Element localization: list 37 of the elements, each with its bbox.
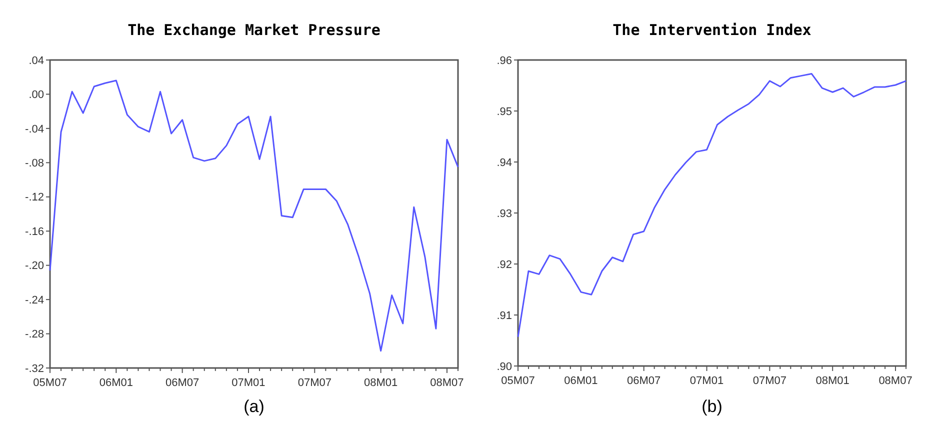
y-tick-label: .90	[496, 360, 512, 373]
x-tick-label: 06M07	[166, 377, 200, 389]
x-tick-label: 07M07	[298, 377, 332, 389]
y-tick-label: .96	[496, 54, 512, 67]
y-tick-label: .91	[496, 310, 512, 322]
y-tick-label: -.16	[25, 226, 44, 238]
x-tick-label: 08M07	[430, 377, 464, 389]
x-tick-label: 07M01	[232, 377, 266, 389]
y-tick-label: .95	[496, 106, 512, 118]
x-tick-label: 06M07	[627, 375, 661, 387]
x-tick-label: 08M01	[364, 377, 398, 389]
y-tick-label: .92	[496, 258, 512, 271]
x-tick-label: 05M07	[501, 375, 535, 387]
y-tick-label: .93	[496, 208, 512, 220]
x-tick-label: 07M01	[690, 375, 724, 387]
y-tick-label: -.32	[25, 362, 44, 375]
y-tick-label: -.24	[25, 294, 44, 306]
y-tick-label: -.08	[25, 158, 44, 170]
y-tick-label: -.04	[25, 123, 44, 136]
y-tick-label: .00	[28, 89, 44, 102]
y-tick-label: -.12	[25, 192, 44, 204]
text: (b)	[702, 397, 722, 416]
x-tick-label: 08M07	[878, 375, 912, 387]
y-tick-label: .04	[28, 54, 44, 67]
x-tick-label: 06M01	[99, 377, 133, 389]
line-series	[517, 73, 907, 338]
chart-title: The Exchange Market Pressure	[128, 21, 380, 39]
x-tick-label: 07M07	[752, 375, 786, 387]
x-tick-label: 08M01	[816, 375, 850, 387]
chart-title: The Intervention Index	[612, 21, 812, 39]
y-tick-label: .94	[496, 156, 512, 169]
x-tick-label: 06M01	[564, 375, 598, 387]
y-tick-label: -.20	[25, 260, 44, 272]
y-tick-label: -.28	[25, 328, 44, 341]
x-tick-label: 05M07	[33, 377, 67, 389]
line-series	[49, 80, 459, 352]
text: (a)	[244, 397, 264, 416]
